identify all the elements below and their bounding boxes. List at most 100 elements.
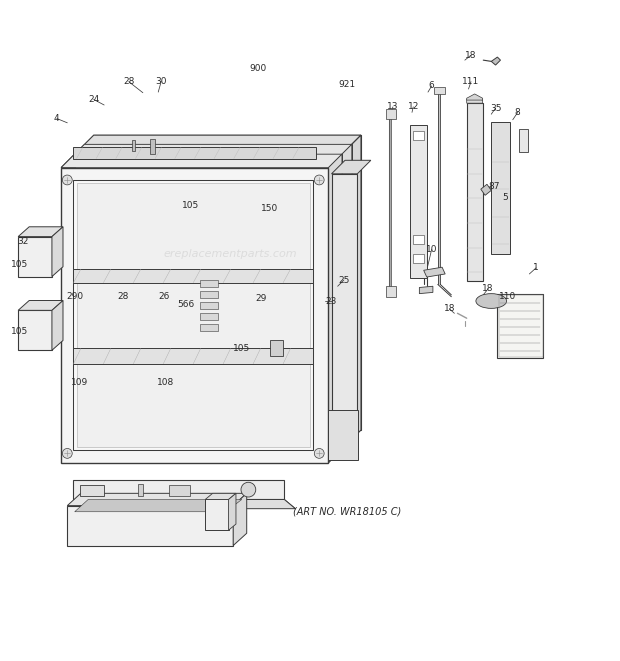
Text: 105: 105	[182, 201, 199, 210]
Bar	[410, 125, 427, 278]
Bar	[467, 103, 482, 282]
Polygon shape	[329, 144, 352, 463]
Text: 26: 26	[158, 292, 169, 301]
Polygon shape	[52, 227, 63, 276]
Polygon shape	[205, 493, 236, 500]
Polygon shape	[61, 168, 329, 463]
Bar	[200, 324, 218, 331]
Bar	[434, 87, 445, 94]
Bar	[169, 485, 190, 496]
Bar	[150, 139, 154, 155]
Bar	[497, 293, 544, 358]
Bar	[132, 140, 136, 151]
Polygon shape	[467, 98, 482, 103]
Bar	[386, 286, 396, 297]
Circle shape	[63, 175, 72, 185]
Text: 900: 900	[249, 63, 267, 73]
Text: 29: 29	[255, 294, 267, 303]
Polygon shape	[491, 57, 500, 65]
Text: 6: 6	[429, 81, 435, 91]
Bar	[200, 291, 218, 298]
Text: 290: 290	[67, 292, 84, 301]
Text: 30: 30	[156, 77, 167, 85]
Circle shape	[241, 483, 255, 497]
Polygon shape	[329, 154, 342, 463]
Bar	[205, 500, 229, 530]
Bar	[386, 109, 396, 118]
Bar	[73, 480, 285, 500]
Text: 108: 108	[157, 377, 174, 387]
Text: 109: 109	[71, 378, 88, 387]
Polygon shape	[332, 161, 371, 174]
Text: 12: 12	[407, 102, 419, 111]
Polygon shape	[52, 301, 63, 350]
Text: 110: 110	[499, 292, 516, 301]
Polygon shape	[73, 500, 295, 509]
Bar	[499, 295, 543, 357]
Bar	[73, 348, 313, 364]
Polygon shape	[61, 144, 352, 168]
Bar	[200, 280, 218, 287]
Bar	[18, 237, 52, 276]
Text: 18: 18	[465, 51, 477, 59]
Bar	[329, 410, 358, 459]
Bar	[200, 302, 218, 309]
Text: 105: 105	[232, 344, 250, 354]
Text: 105: 105	[11, 327, 29, 336]
Text: 8: 8	[515, 108, 521, 117]
Bar	[413, 131, 423, 140]
Polygon shape	[423, 267, 445, 277]
Text: (ART NO. WR18105 C): (ART NO. WR18105 C)	[293, 507, 401, 517]
Text: 1: 1	[533, 263, 539, 272]
Bar	[413, 235, 423, 245]
Bar	[73, 180, 313, 450]
Bar	[18, 311, 52, 350]
Bar	[76, 183, 310, 447]
Text: 18: 18	[482, 284, 494, 293]
Bar	[270, 340, 283, 356]
Text: 24: 24	[88, 95, 99, 104]
Text: 105: 105	[11, 260, 29, 269]
Text: 18: 18	[444, 305, 455, 313]
Bar	[413, 254, 423, 263]
Polygon shape	[74, 500, 242, 512]
Text: 23: 23	[326, 297, 337, 305]
Text: ereplacementparts.com: ereplacementparts.com	[163, 249, 297, 258]
Polygon shape	[18, 301, 63, 311]
Circle shape	[314, 175, 324, 185]
Polygon shape	[329, 135, 361, 463]
Text: 150: 150	[262, 204, 278, 214]
Bar	[491, 122, 510, 254]
Polygon shape	[467, 94, 482, 100]
Polygon shape	[74, 154, 342, 449]
Polygon shape	[84, 144, 352, 440]
Text: 13: 13	[388, 102, 399, 111]
Circle shape	[63, 448, 72, 458]
Text: 921: 921	[339, 80, 355, 89]
Text: 25: 25	[338, 276, 350, 285]
Polygon shape	[68, 506, 233, 545]
Polygon shape	[481, 184, 491, 195]
Text: 87: 87	[489, 182, 500, 190]
Polygon shape	[419, 286, 433, 293]
Circle shape	[314, 448, 324, 458]
Text: 4: 4	[54, 114, 60, 123]
Text: 32: 32	[17, 237, 29, 246]
Ellipse shape	[476, 293, 507, 309]
Polygon shape	[229, 493, 236, 530]
Bar	[73, 147, 316, 159]
Bar	[519, 129, 528, 152]
Text: 111: 111	[463, 77, 480, 86]
Bar	[200, 313, 218, 321]
Bar	[332, 174, 357, 457]
Polygon shape	[233, 493, 247, 545]
Text: 10: 10	[426, 245, 437, 254]
Polygon shape	[61, 135, 361, 168]
Text: 28: 28	[118, 292, 129, 301]
Polygon shape	[18, 227, 63, 237]
Polygon shape	[61, 154, 342, 168]
Polygon shape	[94, 135, 361, 430]
Text: 35: 35	[490, 104, 502, 112]
Bar	[79, 485, 104, 496]
Polygon shape	[68, 493, 247, 506]
